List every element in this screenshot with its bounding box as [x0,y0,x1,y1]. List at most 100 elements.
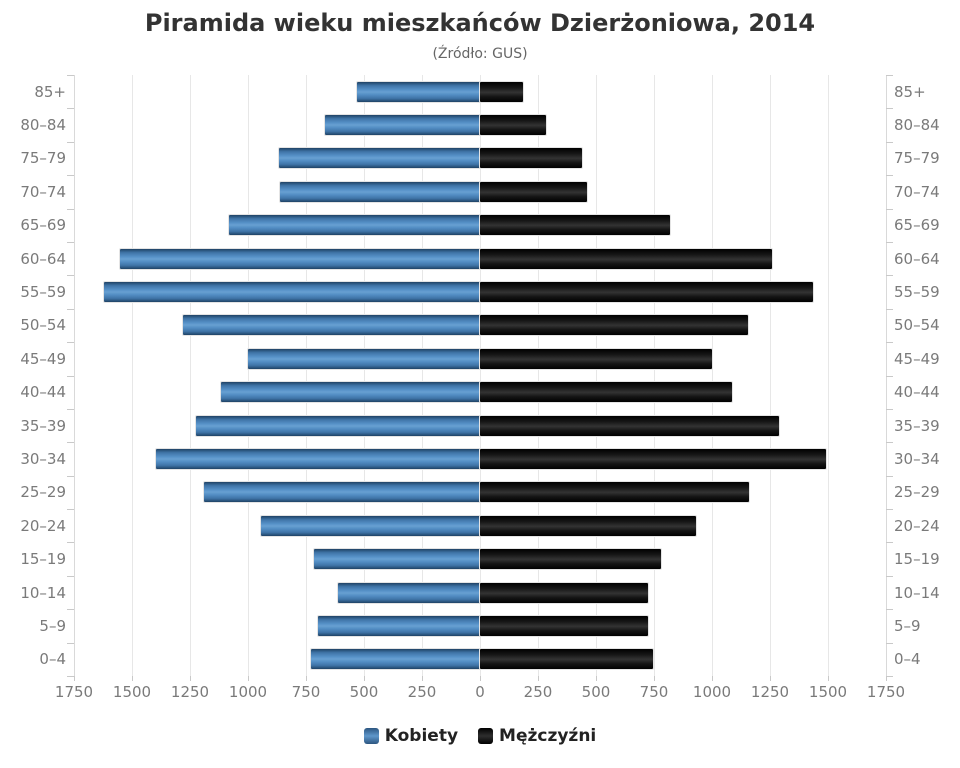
y-tick-right-17 [886,642,893,644]
x-label-250-8: 250 [523,683,553,701]
age-label-left-70-74: 70–74 [20,182,66,201]
bar-mezczyzni-40-44[interactable] [480,382,732,403]
bar-mezczyzni-85plus[interactable] [480,81,523,102]
legend-label-mezczyzni: Mężczyźni [499,726,597,746]
x-tick-250-8 [538,676,539,681]
age-label-right-85plus: 85+ [894,82,926,101]
bar-mezczyzni-55-59[interactable] [480,282,813,303]
bar-kobiety-65-69[interactable] [229,215,480,236]
x-label-1250-12: 1250 [750,683,790,701]
chart-title: Piramida wieku mieszkańców Dzierżoniowa,… [144,9,816,37]
bar-kobiety-45-49[interactable] [248,348,480,369]
age-label-left-5-9: 5–9 [39,616,66,635]
gridline-250-8 [538,75,539,676]
bar-kobiety-25-29[interactable] [203,482,480,503]
x-label-1750-14: 1750 [866,683,906,701]
bar-mezczyzni-65-69[interactable] [480,215,671,236]
y-tick-right-5 [886,241,893,243]
bar-mezczyzni-5-9[interactable] [480,615,649,636]
x-tick-0-7 [480,676,481,681]
bar-mezczyzni-0-4[interactable] [480,649,653,670]
gridline-750-10 [654,75,655,676]
y-tick-right-1 [886,108,893,110]
bar-mezczyzni-30-34[interactable] [480,448,826,469]
bar-kobiety-50-54[interactable] [183,315,480,336]
bar-kobiety-10-14[interactable] [338,582,480,603]
bar-mezczyzni-75-79[interactable] [480,148,583,169]
y-tick-left-0 [67,75,74,76]
legend-item-kobiety[interactable]: Kobiety [363,726,458,746]
gridline-1250-2 [190,75,191,676]
age-label-left-50-54: 50–54 [20,316,66,335]
age-label-right-55-59: 55–59 [894,283,940,302]
age-label-right-60-64: 60–64 [894,249,940,268]
bar-kobiety-75-79[interactable] [279,148,480,169]
y-tick-left-3 [67,175,74,177]
y-tick-right-9 [886,375,893,377]
bar-kobiety-20-24[interactable] [260,515,480,536]
age-label-right-80-84: 80–84 [894,116,940,135]
age-label-right-25-29: 25–29 [894,483,940,502]
y-tick-left-12 [67,475,74,477]
x-tick-1750-0 [74,676,75,681]
bar-mezczyzni-80-84[interactable] [480,115,547,136]
age-label-left-45-49: 45–49 [20,349,66,368]
age-label-right-20-24: 20–24 [894,516,940,535]
age-label-left-85plus: 85+ [34,82,66,101]
bar-mezczyzni-50-54[interactable] [480,315,748,336]
bar-kobiety-80-84[interactable] [324,115,480,136]
age-label-right-70-74: 70–74 [894,182,940,201]
bar-mezczyzni-70-74[interactable] [480,181,587,202]
age-label-left-10-14: 10–14 [20,583,66,602]
bar-mezczyzni-20-24[interactable] [480,515,696,536]
x-tick-1500-1 [132,676,133,681]
y-tick-right-18 [886,676,893,677]
age-label-left-40-44: 40–44 [20,383,66,402]
bar-kobiety-5-9[interactable] [317,615,480,636]
bar-mezczyzni-10-14[interactable] [480,582,649,603]
gridline-1750-0 [74,75,75,676]
y-tick-right-4 [886,208,893,210]
y-tick-right-2 [886,141,893,143]
legend-item-mezczyzni[interactable]: Mężczyźni [478,726,596,746]
bar-kobiety-70-74[interactable] [280,181,480,202]
age-label-left-30-34: 30–34 [20,449,66,468]
y-tick-left-11 [67,442,74,444]
age-label-right-40-44: 40–44 [894,383,940,402]
bar-mezczyzni-60-64[interactable] [480,248,773,269]
bar-kobiety-30-34[interactable] [156,448,480,469]
age-label-right-10-14: 10–14 [894,583,940,602]
x-label-1250-2: 1250 [170,683,210,701]
age-label-left-75-79: 75–79 [20,149,66,168]
bar-kobiety-35-39[interactable] [195,415,480,436]
gridline-750-4 [306,75,307,676]
bar-kobiety-60-64[interactable] [120,248,480,269]
bar-mezczyzni-45-49[interactable] [480,348,712,369]
y-tick-left-6 [67,275,74,277]
age-label-left-60-64: 60–64 [20,249,66,268]
bar-mezczyzni-35-39[interactable] [480,415,780,436]
bar-mezczyzni-15-19[interactable] [480,549,661,570]
x-tick-1000-11 [712,676,713,681]
x-tick-500-5 [364,676,365,681]
bar-kobiety-15-19[interactable] [314,549,480,570]
y-tick-left-8 [67,342,74,344]
y-tick-left-10 [67,408,74,410]
y-tick-left-13 [67,509,74,511]
x-tick-1000-3 [248,676,249,681]
y-tick-right-14 [886,542,893,544]
bar-kobiety-0-4[interactable] [310,649,480,670]
bar-kobiety-55-59[interactable] [104,282,480,303]
bar-kobiety-40-44[interactable] [221,382,480,403]
mezczyzni-swatch-icon [478,728,494,744]
x-label-500-9: 500 [581,683,611,701]
bar-kobiety-85plus[interactable] [357,81,480,102]
y-tick-right-3 [886,175,893,177]
y-tick-left-15 [67,575,74,577]
age-label-right-45-49: 45–49 [894,349,940,368]
bar-mezczyzni-25-29[interactable] [480,482,750,503]
age-label-left-25-29: 25–29 [20,483,66,502]
kobiety-swatch-icon [363,728,379,744]
